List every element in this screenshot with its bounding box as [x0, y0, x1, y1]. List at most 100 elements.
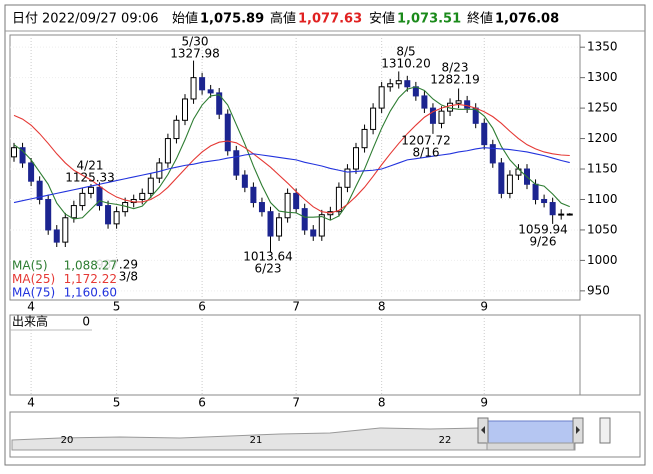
- candle-body: [387, 83, 394, 88]
- candle-body: [344, 168, 351, 188]
- volume-value: 0: [82, 315, 90, 329]
- legend-value: 1,088.27: [64, 259, 117, 273]
- candle-body: [267, 211, 274, 237]
- legend-value: 1,160.60: [64, 286, 117, 300]
- date-label: 日付: [12, 12, 38, 27]
- high: 1,077.63: [298, 12, 362, 27]
- candle-body: [147, 177, 154, 194]
- price-panel: [9, 34, 581, 301]
- y-tick-label: 1200: [587, 131, 618, 145]
- scrollbar[interactable]: [486, 442, 575, 451]
- ma-line: [13, 103, 570, 214]
- open-label: 始値: [172, 11, 198, 27]
- annotation: 1310.20: [381, 57, 431, 71]
- candle-body: [566, 213, 573, 216]
- candle-body: [301, 208, 308, 231]
- candle-body: [36, 180, 43, 200]
- candle-body: [53, 229, 60, 243]
- high-label: 高値: [270, 11, 296, 27]
- annotation: 8/16: [413, 146, 440, 160]
- candle-body: [481, 122, 488, 146]
- candle-body: [378, 86, 385, 109]
- candle-body: [335, 186, 342, 213]
- candle-body: [412, 86, 419, 97]
- annotation: 1013.64: [243, 250, 293, 264]
- annotation: 1125.33: [65, 171, 115, 185]
- candle-body: [139, 192, 146, 200]
- candle-body: [105, 205, 112, 225]
- candle-body: [250, 186, 257, 204]
- candle-body: [506, 174, 513, 194]
- candle-body: [293, 192, 300, 210]
- y-tick-label: 1050: [587, 222, 618, 236]
- x-tick-label: 6: [198, 300, 206, 314]
- date: 2022/09/27 09:06: [42, 12, 159, 27]
- candle-body: [190, 77, 197, 100]
- candle-body: [28, 162, 35, 182]
- candle-body: [429, 107, 436, 124]
- candle-body: [258, 202, 265, 213]
- close: 1,076.08: [495, 12, 559, 27]
- open: 1,075.89: [200, 12, 264, 27]
- candle-body: [276, 217, 283, 237]
- annotation: 1059.94: [518, 223, 568, 237]
- candle-body: [541, 198, 548, 204]
- y-tick-label: 1300: [587, 70, 618, 84]
- y-tick-label: 1350: [587, 40, 618, 54]
- scroll-button[interactable]: [599, 417, 611, 444]
- close-label: 終値: [467, 11, 493, 27]
- x-tick-label: 8: [378, 300, 386, 314]
- candle-body: [310, 229, 317, 237]
- annotation: 3/8: [119, 270, 138, 284]
- annotation: 1327.98: [170, 47, 220, 61]
- candle-body: [164, 138, 171, 164]
- x-tick-label: 9: [480, 396, 488, 410]
- candle-body: [498, 162, 505, 194]
- candle-body: [19, 147, 26, 164]
- candle-body: [216, 92, 223, 115]
- candle-body: [464, 100, 471, 109]
- candle-body: [421, 95, 428, 109]
- candle-body: [489, 144, 496, 164]
- candle-body: [207, 89, 214, 94]
- x-tick-label: 7: [292, 300, 300, 314]
- candle-body: [241, 174, 248, 188]
- annotation: 8/5: [396, 45, 415, 59]
- candle-body: [370, 107, 377, 130]
- x-tick-label: 5: [113, 396, 121, 410]
- candle-body: [113, 211, 120, 225]
- low-label: 安値: [369, 11, 395, 27]
- candle-body: [87, 186, 94, 194]
- candle-body: [96, 186, 103, 207]
- navigator-label: 21: [250, 435, 263, 446]
- x-tick-label: 4: [27, 300, 35, 314]
- y-tick-label: 1000: [587, 253, 618, 267]
- y-tick-label: 1100: [587, 192, 618, 206]
- frame: [4, 4, 646, 466]
- candle-body: [45, 198, 52, 231]
- navigator-label: 20: [61, 435, 74, 446]
- candle-body: [224, 113, 231, 152]
- annotation: 6/23: [255, 262, 282, 276]
- y-tick-label: 1150: [587, 162, 618, 176]
- navigator-label: 22: [439, 435, 452, 446]
- legend-label: MA(5): [12, 259, 48, 273]
- annotation: 8/23: [442, 61, 469, 75]
- x-tick-label: 7: [292, 396, 300, 410]
- annotation: 5/30: [182, 35, 209, 49]
- annotation: 9/26: [530, 235, 557, 249]
- candle-body: [79, 192, 86, 207]
- x-tick-label: 6: [198, 396, 206, 410]
- candle-body: [11, 147, 17, 158]
- annotation: 1207.72: [401, 134, 451, 148]
- legend-label: MA(75): [12, 286, 55, 300]
- candle-body: [395, 80, 402, 85]
- candle-body: [233, 150, 240, 176]
- volume-panel: [9, 314, 641, 396]
- ma-line: [13, 86, 570, 221]
- y-tick-label: 950: [587, 283, 610, 297]
- candle-body: [353, 147, 359, 170]
- annotation: 1282.19: [430, 73, 480, 87]
- candle-body: [404, 80, 411, 88]
